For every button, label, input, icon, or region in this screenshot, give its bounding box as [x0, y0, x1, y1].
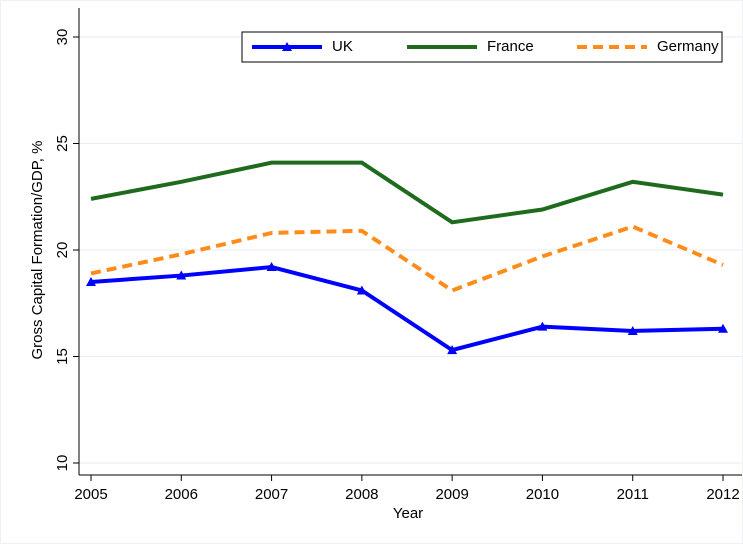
x-tick-label: 2006: [165, 486, 198, 503]
x-tick-label: 2009: [435, 486, 468, 503]
plot-region: [18, 8, 742, 527]
x-tick-label: 2005: [74, 486, 107, 503]
series-line: [90, 160, 724, 225]
marker: [627, 325, 638, 335]
legend: UK France Germany: [241, 31, 723, 63]
x-tick-label: 2011: [617, 486, 649, 503]
x-axis-title: Year: [393, 505, 423, 522]
x-tick-label: 2010: [526, 486, 559, 503]
y-tick-label: 10: [54, 455, 71, 472]
series-line: [90, 265, 724, 353]
x-tick-label: 2012: [706, 486, 739, 503]
marker: [356, 285, 367, 295]
y-tick-label: 30: [54, 29, 71, 46]
marker: [86, 276, 96, 286]
y-axis-title: Gross Capital Formation/GDP, %: [29, 141, 46, 360]
marker: [447, 345, 458, 355]
legend-label: France: [487, 38, 534, 55]
marker: [718, 323, 728, 333]
x-tick-label: 2007: [255, 486, 288, 503]
marker: [176, 270, 187, 280]
marker: [266, 262, 277, 272]
legend-marker: [282, 42, 292, 51]
x-tick-label: 2008: [345, 486, 378, 503]
series-line: [90, 224, 724, 293]
legend-label: UK: [332, 38, 353, 55]
y-tick-label: 15: [54, 348, 71, 365]
marker: [537, 321, 548, 331]
y-tick-label: 20: [54, 242, 71, 259]
legend-label: Germany: [657, 38, 719, 55]
y-tick-label: 25: [54, 135, 71, 152]
